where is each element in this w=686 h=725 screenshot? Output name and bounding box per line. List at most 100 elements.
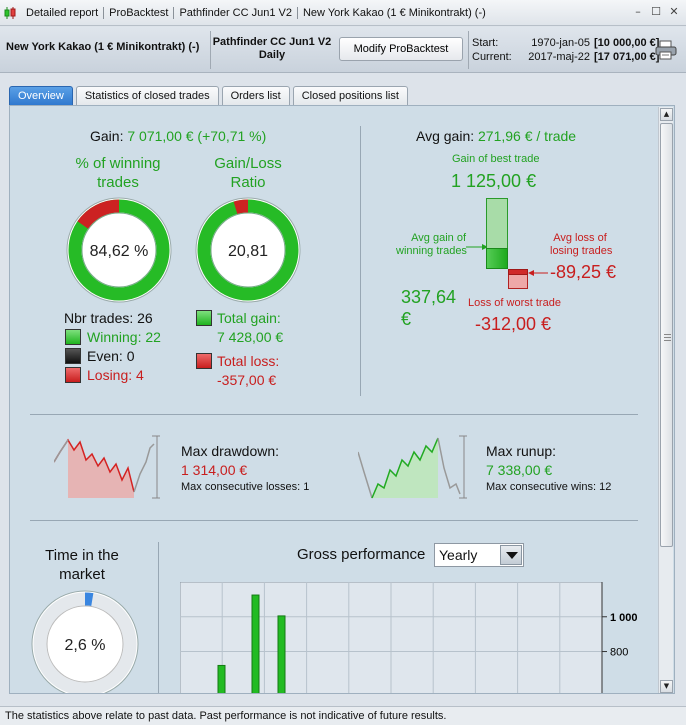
period-select[interactable]: Yearly: [434, 543, 524, 567]
print-icon[interactable]: [655, 40, 677, 60]
current-row: Current: 2017-maj-22 [17 071,00 €]: [472, 50, 659, 64]
best-trade-value: 1 125,00 €: [451, 171, 537, 191]
loss-arc: [233, 199, 249, 215]
avg-gain-value: 271,96 € / trade: [478, 128, 577, 144]
start-row: Start: 1970-jan-05 [10 000,00 €]: [472, 36, 659, 50]
time-in-market-line2: market: [59, 566, 105, 583]
avg-loss-bar: [508, 269, 528, 275]
strategy-name: Pathfinder CC Jun1 V2: [212, 36, 332, 48]
even-count: Even: 0: [87, 348, 135, 364]
performance-bar[interactable]: [277, 615, 286, 694]
ratio-title-line1: Gain/Loss: [214, 155, 282, 172]
disclaimer-footer: The statistics above relate to past data…: [0, 706, 686, 725]
worst-trade-value: -312,00 €: [475, 314, 552, 334]
strategy-info: Pathfinder CC Jun1 V2 Daily: [210, 36, 334, 62]
overview-panel: Gain: 7 071,00 € (+70,71 %) % of winning…: [9, 105, 675, 694]
start-date: 1970-jan-05: [531, 37, 590, 49]
chart-bars: [217, 594, 286, 694]
total-loss-swatch: [196, 353, 212, 369]
capital-dates: Start: 1970-jan-05 [10 000,00 €] Current…: [472, 36, 659, 64]
period-select-value: Yearly: [439, 547, 478, 563]
section-divider: [360, 126, 361, 396]
title-bar: Detailed report ProBacktest Pathfinder C…: [0, 0, 686, 26]
winning-pct-title-line1: % of winning: [75, 155, 161, 172]
scroll-down-icon[interactable]: ▼: [660, 680, 673, 693]
max-drawdown-label: Max drawdown:: [181, 443, 280, 459]
vertical-scrollbar[interactable]: ▲ ▼: [658, 107, 673, 693]
maximize-icon[interactable]: ☐: [651, 5, 661, 18]
section-separator: [30, 520, 638, 521]
avg-gain-bar: [486, 248, 508, 269]
title-segment-strategy: Pathfinder CC Jun1 V2: [174, 6, 298, 19]
minimize-icon[interactable]: –: [635, 5, 641, 18]
chevron-down-icon[interactable]: [500, 545, 522, 565]
max-drawdown-value: 1 314,00 €: [181, 462, 248, 478]
chart-grid: [180, 582, 602, 693]
performance-bar[interactable]: [251, 594, 260, 694]
gain-loss-ratio-value: 20,81: [228, 243, 268, 260]
nbr-trades: Nbr trades: 26: [64, 310, 153, 326]
max-runup-label: Max runup:: [486, 443, 557, 459]
gain-loss-ratio-donut: 20,81: [195, 197, 301, 303]
max-consecutive-wins: Max consecutive wins: 12: [486, 481, 612, 493]
title-segment-probacktest: ProBacktest: [104, 6, 175, 19]
current-amount: [17 071,00 €]: [594, 51, 660, 63]
time-in-market-donut: 2,6 %: [31, 590, 139, 693]
drawdown-sparkline: [54, 435, 160, 499]
scroll-up-icon[interactable]: ▲: [660, 108, 673, 121]
instrument-name: New York Kakao (1 € Minikontrakt) (-): [6, 41, 200, 53]
header-divider: [468, 31, 469, 69]
gain-label: Gain:: [90, 128, 124, 144]
performance-bar[interactable]: [217, 664, 226, 694]
current-label: Current:: [472, 51, 512, 63]
avg-win-label-line2: winning trades: [396, 245, 467, 257]
title-segment-instrument: New York Kakao (1 € Minikontrakt) (-): [302, 6, 486, 19]
start-amount: [10 000,00 €]: [594, 37, 660, 49]
section-divider: [158, 542, 159, 693]
winning-pct-title-line2: trades: [97, 174, 139, 191]
total-loss-label: Total loss:: [217, 353, 280, 369]
time-in-market-title: Time in the market: [34, 546, 130, 584]
avg-win-value-currency: €: [401, 309, 412, 329]
arrow-left-icon: [528, 270, 548, 276]
tab-closed-positions-list[interactable]: Closed positions list: [292, 86, 408, 105]
gross-performance-chart: 1 000 800: [180, 582, 638, 694]
tab-orders-list[interactable]: Orders list: [221, 86, 290, 105]
time-in-market-arc: [84, 592, 94, 607]
total-loss-value: -357,00 €: [217, 372, 277, 388]
avg-loss-label-line1: Avg loss of: [553, 232, 607, 244]
gain-loss-ratio-title: Gain/Loss Ratio: [196, 154, 300, 192]
strategy-timeframe: Daily: [258, 49, 286, 61]
avg-gain-summary: Avg gain: 271,96 € / trade: [416, 128, 576, 144]
winning-pct-value: 84,62 %: [90, 243, 149, 260]
avg-loss-label-line2: losing trades: [550, 245, 613, 257]
avg-win-value-amount: 337,64: [401, 287, 457, 307]
avg-win-value: 337,64 €: [401, 286, 456, 330]
gain-value: 7 071,00 € (+70,71 %): [127, 128, 267, 144]
tab-overview[interactable]: Overview: [9, 86, 73, 105]
total-gain-value: 7 428,00 €: [217, 329, 284, 345]
winning-pct-title: % of winning trades: [60, 154, 176, 192]
best-trade-label: Gain of best trade: [452, 153, 540, 165]
runup-sparkline: [358, 435, 467, 499]
max-consecutive-losses: Max consecutive losses: 1: [181, 481, 310, 493]
gain-summary: Gain: 7 071,00 € (+70,71 %): [90, 128, 266, 144]
losing-legend-swatch: [65, 367, 81, 383]
avg-loss-label: Avg loss of losing trades: [550, 232, 613, 258]
window-controls: – ☐ ✕: [632, 6, 680, 18]
avg-win-label: Avg gain of winning trades: [396, 232, 467, 258]
current-date: 2017-maj-22: [528, 51, 590, 63]
title-segment-report: Detailed report: [21, 6, 105, 19]
report-header: New York Kakao (1 € Minikontrakt) (-) Pa…: [0, 27, 686, 73]
close-icon[interactable]: ✕: [669, 5, 679, 18]
candlestick-icon: [4, 6, 16, 19]
section-separator: [30, 414, 638, 415]
total-gain-swatch: [196, 310, 212, 326]
scrollbar-thumb[interactable]: [660, 123, 673, 547]
modify-probacktest-button[interactable]: Modify ProBacktest: [339, 37, 463, 61]
losing-arc: [77, 199, 120, 229]
time-in-market-line1: Time in the: [45, 547, 119, 564]
scroll-grip-icon: [664, 334, 671, 341]
tab-statistics-closed-trades[interactable]: Statistics of closed trades: [75, 86, 219, 105]
y-tick-label: 1 000: [610, 612, 638, 624]
